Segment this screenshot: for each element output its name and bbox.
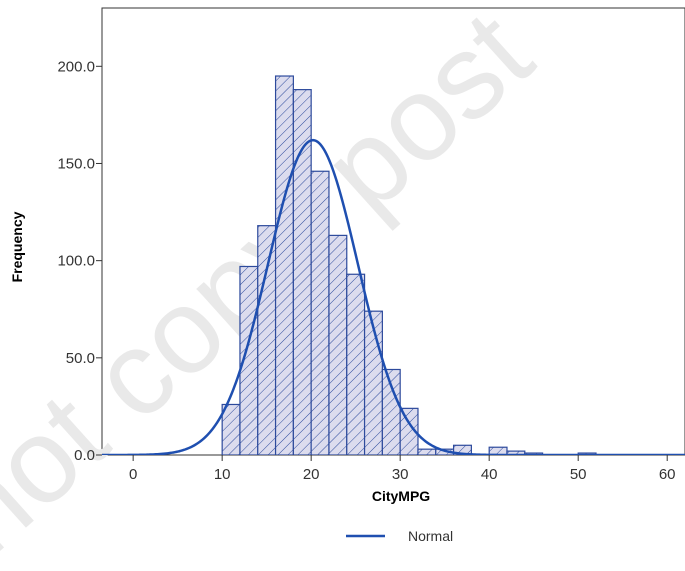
legend: Normal bbox=[346, 528, 453, 544]
histogram-bar bbox=[399, 407, 419, 455]
histogram-bar bbox=[257, 225, 277, 455]
histogram-bar bbox=[417, 448, 437, 455]
y-tick-label: 100.0 bbox=[57, 253, 95, 270]
x-tick-label: 40 bbox=[481, 466, 498, 483]
x-tick-label: 20 bbox=[303, 466, 320, 483]
y-axis-title: Frequency bbox=[9, 211, 25, 282]
x-axis-title: CityMPG bbox=[372, 488, 430, 504]
histogram-bar bbox=[381, 368, 401, 455]
legend-normal-label: Normal bbox=[408, 528, 453, 544]
y-tick-label: 150.0 bbox=[57, 155, 95, 172]
histogram-bar bbox=[292, 89, 312, 455]
x-tick-label: 50 bbox=[570, 466, 587, 483]
y-axis: 0.0 50.0 100.0 150.0 200.0 bbox=[57, 58, 102, 464]
normal-curve-line bbox=[102, 138, 685, 455]
x-tick-label: 0 bbox=[129, 466, 137, 483]
normal-curve-layer bbox=[102, 138, 685, 455]
histogram-bar bbox=[221, 403, 241, 455]
x-axis: 0 10 20 30 40 50 60 bbox=[129, 455, 676, 483]
x-tick-label: 30 bbox=[392, 466, 409, 483]
x-tick-label: 10 bbox=[214, 466, 231, 483]
histogram-bars bbox=[221, 75, 597, 455]
y-tick-label: 50.0 bbox=[66, 350, 95, 367]
histogram-bar bbox=[274, 75, 294, 455]
histogram-bar bbox=[310, 170, 330, 455]
y-tick-label: 200.0 bbox=[57, 58, 95, 75]
histogram-bar bbox=[452, 444, 472, 455]
y-tick-label: 0.0 bbox=[74, 447, 95, 464]
x-tick-label: 60 bbox=[659, 466, 676, 483]
histogram-bar bbox=[328, 234, 348, 455]
histogram-bar bbox=[363, 310, 383, 455]
histogram-bar bbox=[346, 273, 366, 455]
